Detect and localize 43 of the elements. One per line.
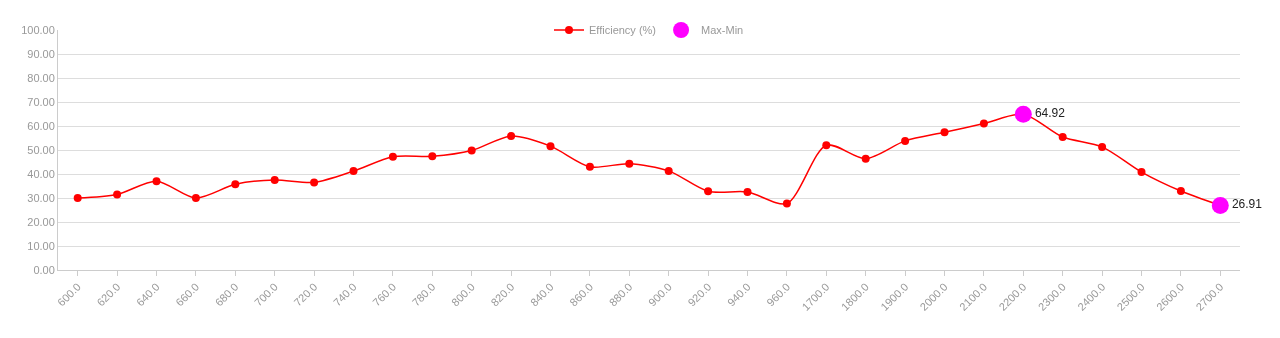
point <box>152 177 161 186</box>
legend-label: Efficiency (%) <box>589 24 657 37</box>
data-label: 26.91 <box>1231 197 1263 212</box>
point <box>388 152 397 161</box>
point <box>1176 187 1185 196</box>
y-tick-label: 30.00 <box>27 191 55 204</box>
y-tick-label: 20.00 <box>27 215 55 228</box>
point <box>113 190 122 199</box>
y-tick-label: 40.00 <box>27 167 55 180</box>
point <box>901 136 910 145</box>
point <box>73 194 82 202</box>
point <box>585 162 594 171</box>
y-tick-label: 100.00 <box>21 23 55 36</box>
point <box>546 142 555 151</box>
point <box>191 194 200 202</box>
legend-label: Max-Min <box>701 24 744 37</box>
y-tick-label: 0.00 <box>33 263 55 276</box>
point <box>310 178 319 187</box>
point <box>270 176 279 184</box>
point <box>349 167 358 176</box>
point <box>743 188 752 196</box>
point <box>1098 142 1107 151</box>
point <box>940 128 949 137</box>
point <box>231 180 240 189</box>
point <box>428 152 437 161</box>
point <box>704 187 713 196</box>
point <box>861 154 870 163</box>
y-tick-label: 10.00 <box>27 239 55 252</box>
y-tick-label: 50.00 <box>27 143 55 156</box>
point <box>507 132 516 141</box>
data-label: 64.92 <box>1034 106 1066 121</box>
point <box>782 199 791 208</box>
point <box>467 146 476 155</box>
y-tick-label: 80.00 <box>27 71 55 84</box>
point <box>664 166 673 175</box>
point <box>1137 168 1146 177</box>
y-tick-label: 60.00 <box>27 119 55 132</box>
y-tick-label: 90.00 <box>27 47 55 60</box>
point <box>822 141 831 150</box>
y-tick-label: 70.00 <box>27 95 55 108</box>
point <box>979 119 988 128</box>
point <box>625 159 634 168</box>
point <box>1058 133 1067 142</box>
